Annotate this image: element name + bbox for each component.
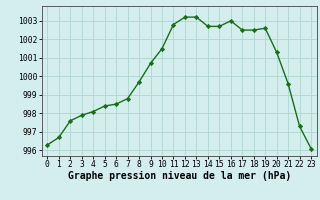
X-axis label: Graphe pression niveau de la mer (hPa): Graphe pression niveau de la mer (hPa) (68, 171, 291, 181)
